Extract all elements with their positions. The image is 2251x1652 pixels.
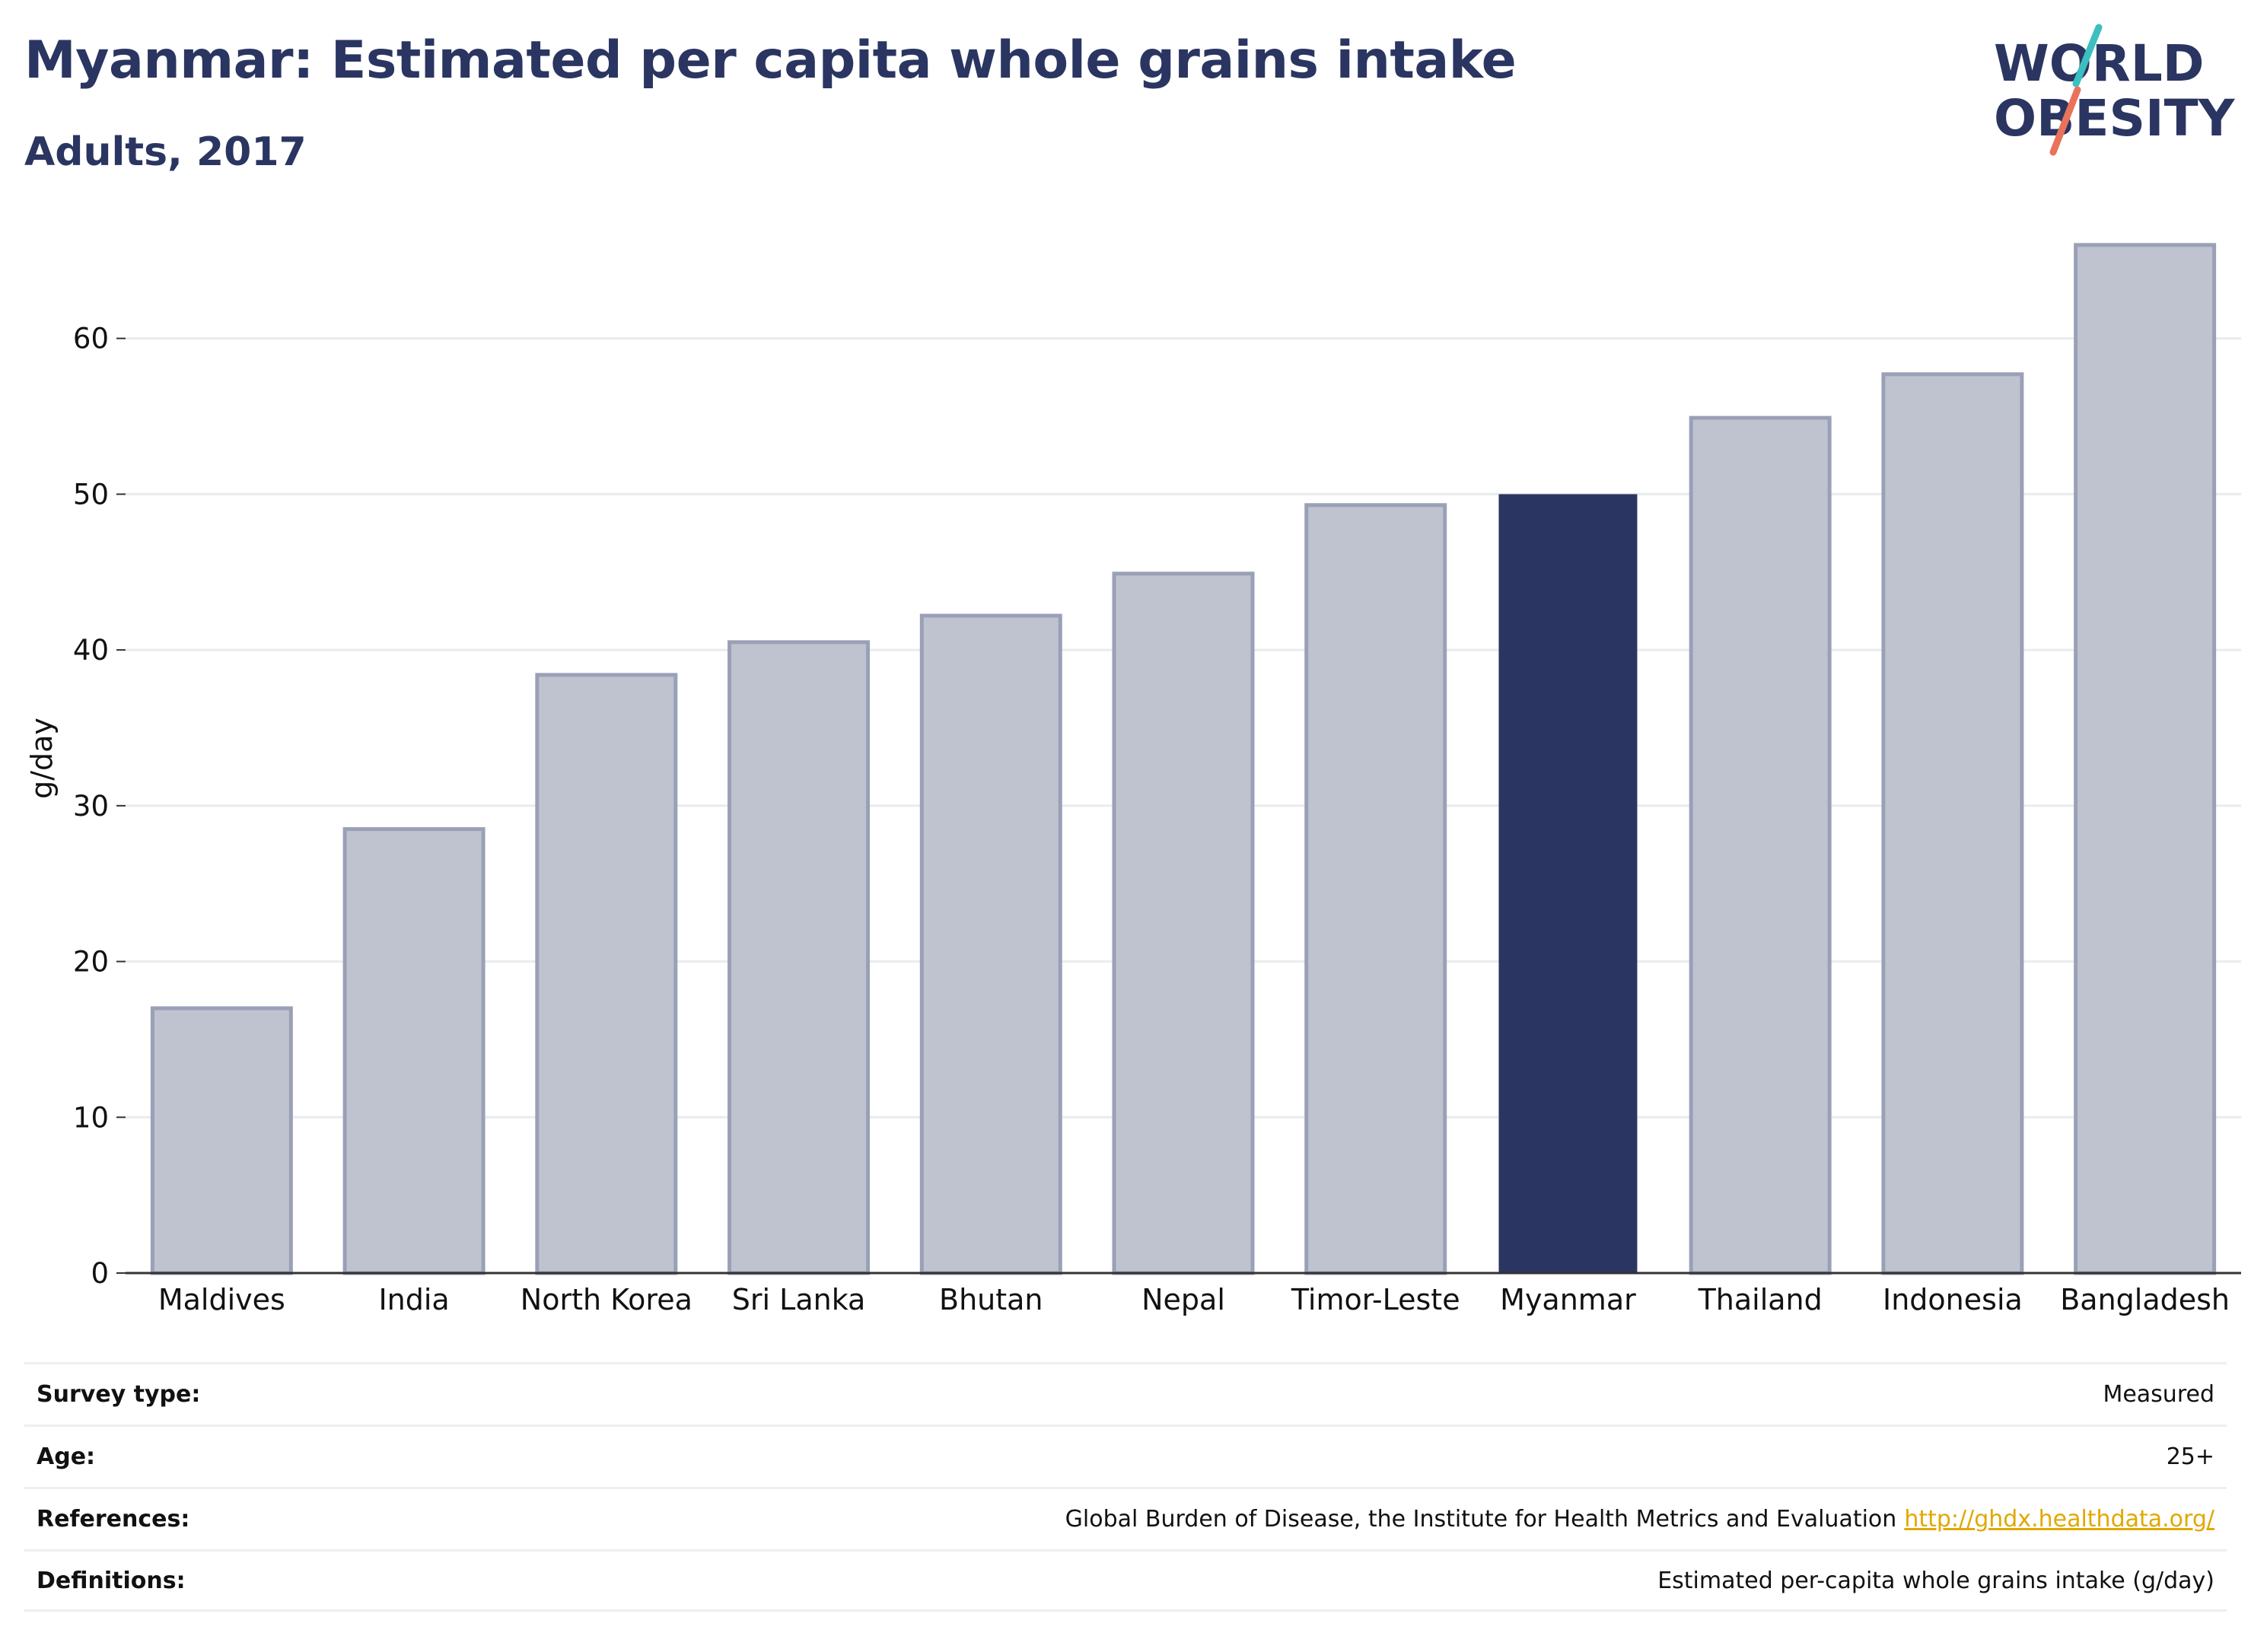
logo-slash-teal — [2072, 24, 2103, 88]
info-key: Definitions: — [37, 1567, 186, 1594]
x-tick-label: Sri Lanka — [732, 1283, 866, 1316]
x-tick-label: Bangladesh — [2060, 1283, 2230, 1316]
info-key: Survey type: — [37, 1381, 201, 1408]
y-tick-label: 60 — [73, 323, 109, 355]
info-table: Survey type: Measured Age: 25+ References: Gl… — [24, 1362, 2227, 1612]
y-tick-label: 50 — [73, 478, 109, 511]
logo-line-2: OBESITY — [1994, 89, 2236, 148]
logo-slash-coral — [2049, 86, 2081, 156]
info-row: Survey type: Measured — [24, 1362, 2227, 1424]
bar-thailand — [1689, 415, 1832, 1275]
y-axis-ticks: 0 10 20 30 40 50 60 — [73, 323, 126, 1290]
info-value-text: Global Burden of Disease, the Institute … — [1065, 1506, 1897, 1533]
bar-nepal — [1112, 571, 1255, 1275]
logo-line-1: WORLD — [1994, 34, 2205, 93]
info-value-text: Estimated per-capita whole grains intake… — [1657, 1567, 2214, 1594]
bars — [150, 243, 2217, 1275]
bar-sri-lanka — [728, 640, 871, 1275]
x-tick-label: Timor-Leste — [1291, 1283, 1460, 1316]
info-key: References: — [37, 1506, 190, 1533]
info-value: Global Burden of Disease, the Institute … — [1065, 1506, 2214, 1533]
x-tick-label: India — [378, 1283, 449, 1316]
x-axis-labels: Maldives India North Korea Sri Lanka Bhutan N… — [158, 1283, 2230, 1316]
info-row: Definitions: Estimated per-capita whole g… — [24, 1549, 2227, 1612]
x-tick-label: Maldives — [158, 1283, 285, 1316]
bar-bangladesh — [2074, 243, 2217, 1275]
bar-maldives — [150, 1006, 293, 1275]
x-tick-label: Bhutan — [939, 1283, 1043, 1316]
info-value-text: Measured — [2103, 1381, 2214, 1408]
x-tick-label: Thailand — [1698, 1283, 1823, 1316]
x-tick-label: North Korea — [521, 1283, 692, 1316]
y-tick-label: 20 — [73, 946, 109, 979]
bar-indonesia — [1881, 372, 2024, 1275]
y-tick-label: 40 — [73, 634, 109, 667]
info-value: 25+ — [2167, 1444, 2214, 1470]
world-obesity-logo: WORLD OBESITY — [1994, 24, 2236, 156]
y-axis-title: g/day — [25, 718, 59, 799]
info-value-text: 25+ — [2166, 1444, 2214, 1470]
x-tick-label: Indonesia — [1883, 1283, 2023, 1316]
bar-chart: 0 10 20 30 40 50 60 Maldives India North Korea Sr… — [25, 243, 2241, 1316]
chart-subtitle: Adults, 2017 — [24, 129, 307, 175]
bar-north-korea — [535, 673, 678, 1275]
info-row: References: Global Burden of Disease, the… — [24, 1487, 2227, 1549]
reference-link[interactable]: http://ghdx.healthdata.org/ — [1904, 1506, 2214, 1533]
bar-bhutan — [919, 613, 1062, 1275]
bar-myanmar — [1498, 494, 1638, 1273]
info-row: Age: 25+ — [24, 1424, 2227, 1487]
x-tick-label: Nepal — [1141, 1283, 1225, 1316]
info-value: Estimated per-capita whole grains intake… — [1657, 1568, 2214, 1594]
y-tick-label: 10 — [73, 1101, 109, 1134]
y-tick-label: 30 — [73, 790, 109, 823]
x-tick-label: Myanmar — [1500, 1283, 1636, 1316]
chart-title: Myanmar: Estimated per capita whole grai… — [24, 30, 1517, 91]
bar-india — [342, 827, 486, 1275]
y-tick-label: 0 — [91, 1257, 109, 1290]
info-value: Measured — [2103, 1381, 2214, 1408]
info-key: Age: — [37, 1444, 96, 1470]
bar-timor-leste — [1304, 503, 1447, 1275]
